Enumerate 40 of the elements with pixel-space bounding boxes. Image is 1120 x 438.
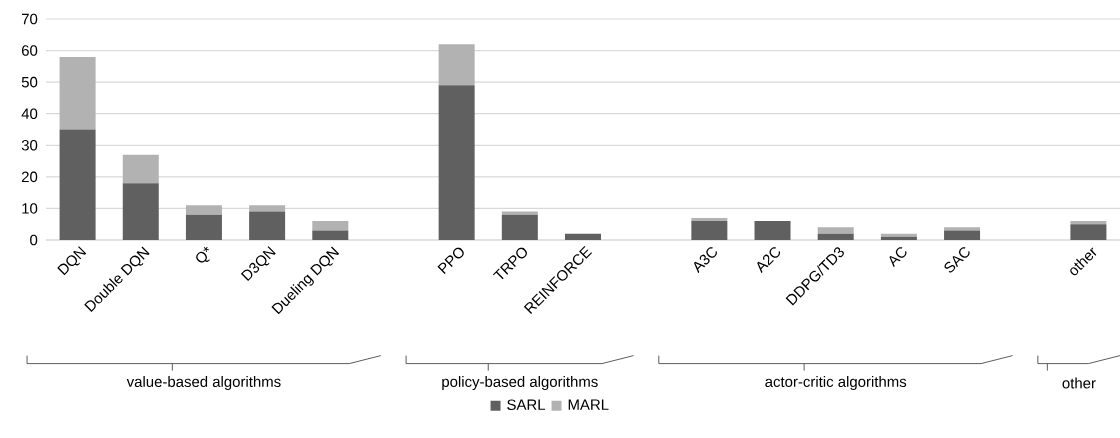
bar [691, 217, 728, 222]
y-tick-label: 0 [30, 234, 38, 246]
text: actor-critic algorithms [765, 376, 907, 390]
y-tick-label: 20 [21, 171, 38, 183]
bar [312, 230, 349, 240]
bar [59, 129, 96, 240]
bar [1070, 224, 1107, 240]
bar [691, 221, 728, 240]
x-tick-label: AC [889, 247, 907, 268]
bar [438, 85, 475, 240]
bar [817, 233, 854, 240]
bar [438, 44, 475, 86]
bar [185, 214, 222, 240]
y-tick-label: 30 [21, 139, 38, 151]
bar [501, 211, 538, 215]
y-tick-label: 40 [21, 108, 38, 119]
y-tick-label: 60 [21, 45, 38, 56]
bar [565, 233, 601, 240]
bar [249, 205, 286, 212]
text: policy-based algorithms [442, 376, 598, 390]
bar [754, 221, 791, 240]
x-tick-label: Q* [196, 246, 210, 263]
bar [817, 227, 854, 234]
text: other [1062, 377, 1096, 389]
y-tick-label: 50 [21, 76, 38, 88]
bar [185, 205, 222, 215]
bar [1070, 221, 1107, 225]
bar [59, 56, 96, 130]
bar [312, 221, 349, 231]
y-tick-label: 70 [21, 13, 38, 25]
y-tick-label: 10 [22, 203, 38, 214]
bar [501, 214, 538, 240]
legend-label: SARL [507, 399, 546, 410]
bar [944, 227, 981, 231]
bar [122, 154, 159, 184]
bar [944, 230, 981, 240]
bar [249, 211, 286, 240]
legend-label: MARL [568, 399, 609, 410]
text: value-based algorithms [126, 376, 281, 390]
bar [122, 183, 159, 240]
